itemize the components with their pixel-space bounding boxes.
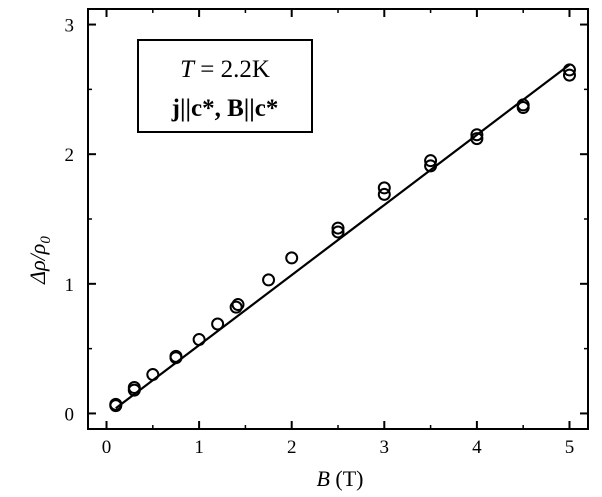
data-point — [377, 181, 391, 195]
y-axis-label: Δρ/ρ0 — [25, 236, 54, 285]
data-point — [377, 187, 391, 201]
y-tick-label: 1 — [65, 275, 75, 296]
plot-marks — [109, 63, 576, 413]
data-point — [562, 68, 576, 82]
data-point — [146, 368, 160, 382]
y-axis-label-main: Δρ/ρ — [25, 244, 50, 285]
legend-line-2: j||c*, B||c* — [171, 95, 279, 122]
data-point — [516, 98, 530, 112]
x-tick-label: 4 — [472, 437, 482, 458]
x-tick-label: 5 — [565, 437, 575, 458]
legend-temperature-value: = 2.2K — [194, 56, 270, 83]
data-point — [231, 298, 245, 312]
data-point — [192, 333, 206, 347]
data-point — [229, 300, 243, 314]
x-tick-label: 2 — [287, 437, 297, 458]
data-point — [169, 349, 183, 363]
legend-box — [137, 39, 313, 133]
data-point — [211, 317, 225, 331]
x-tick-label: 0 — [102, 437, 112, 458]
x-axis-label-symbol: B — [316, 466, 329, 491]
y-tick-label: 0 — [65, 404, 75, 425]
axes: 0 1 2 3 4 5 0 1 2 3 — [65, 8, 589, 458]
data-point — [127, 381, 141, 395]
data-point — [470, 132, 484, 146]
data-point — [285, 251, 299, 265]
y-axis-label-subscript: 0 — [38, 236, 54, 244]
legend-temperature-symbol: T — [180, 56, 196, 83]
y-tick-label: 2 — [65, 145, 75, 166]
data-point — [331, 225, 345, 239]
x-axis-label: B (T) — [316, 466, 363, 491]
data-point — [262, 273, 276, 287]
legend-line-1: T = 2.2K — [180, 56, 270, 83]
data-point — [470, 128, 484, 142]
data-point — [562, 63, 576, 77]
x-tick-label: 3 — [380, 437, 390, 458]
data-point — [109, 397, 123, 411]
x-tick-label: 1 — [194, 437, 204, 458]
data-point — [331, 221, 345, 235]
x-axis-label-unit: (T) — [330, 466, 364, 491]
legend: T = 2.2K j||c*, B||c* — [137, 39, 313, 133]
data-point — [424, 154, 438, 168]
data-point — [424, 159, 438, 173]
y-tick-label: 3 — [65, 16, 75, 37]
